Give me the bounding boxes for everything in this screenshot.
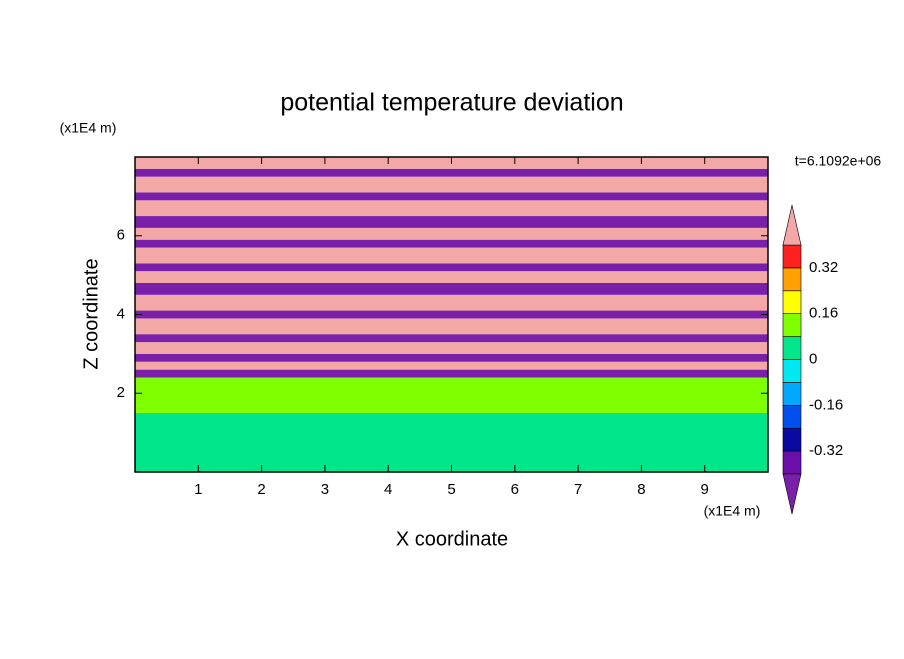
time-annotation: t=6.1092e+06 <box>795 153 882 169</box>
contour-band <box>135 168 768 177</box>
contour-band <box>135 263 768 272</box>
colorbar-segment <box>782 427 802 452</box>
contour-band <box>135 216 768 228</box>
colorbar-tick-label: -0.16 <box>809 396 843 413</box>
contour-band <box>135 342 768 354</box>
y-axis-label: Z coordinate <box>80 258 102 369</box>
colorbar-tick-label: -0.32 <box>809 442 843 459</box>
y-tick-label: 6 <box>117 227 125 244</box>
contour-band <box>135 294 768 311</box>
contour-band <box>135 271 768 283</box>
colorbar-segment <box>782 382 802 406</box>
x-tick-label: 2 <box>257 481 265 498</box>
contour-band <box>135 227 768 240</box>
colorbar-segment <box>782 290 802 314</box>
y-tick-label: 4 <box>117 305 125 322</box>
y-unit: (x1E4 m) <box>60 120 117 136</box>
x-tick-label: 1 <box>194 481 202 498</box>
colorbar-tick-label: 0.16 <box>809 305 838 322</box>
colorbar-segment <box>782 450 802 475</box>
contour-band <box>135 318 768 335</box>
x-axis-label: X coordinate <box>396 528 508 550</box>
contour-band <box>135 377 768 413</box>
y-tick-label: 2 <box>117 384 125 401</box>
contour-band <box>135 239 768 248</box>
colorbar-segment <box>782 404 802 429</box>
x-tick-label: 6 <box>511 481 519 498</box>
x-tick-label: 8 <box>637 481 645 498</box>
contour-band <box>135 361 768 370</box>
contour-band <box>135 192 768 201</box>
colorbar-over <box>782 204 802 246</box>
contour-band <box>135 369 768 378</box>
contour-band <box>135 353 768 362</box>
colorbar-segment <box>782 336 802 360</box>
x-tick-label: 4 <box>384 481 392 498</box>
colorbar-segment <box>782 313 802 337</box>
chart-title: potential temperature deviation <box>280 89 623 117</box>
colorbar-tick-label: 0 <box>809 350 817 367</box>
contour-band <box>135 310 768 319</box>
x-unit: (x1E4 m) <box>704 503 761 519</box>
colorbar-under <box>782 473 802 515</box>
contour-band <box>135 334 768 343</box>
contour-band <box>135 200 768 217</box>
x-tick-label: 5 <box>447 481 455 498</box>
x-tick-label: 7 <box>574 481 582 498</box>
colorbar-segment <box>782 359 802 383</box>
contour-band <box>135 176 768 193</box>
colorbar-segment <box>782 267 802 292</box>
x-tick-label: 9 <box>701 481 709 498</box>
contour-band <box>135 247 768 264</box>
contour-band <box>135 283 768 295</box>
contour-band <box>135 412 768 472</box>
colorbar-segment <box>782 244 802 269</box>
colorbar-tick-label: 0.32 <box>809 259 838 276</box>
x-tick-label: 3 <box>321 481 329 498</box>
